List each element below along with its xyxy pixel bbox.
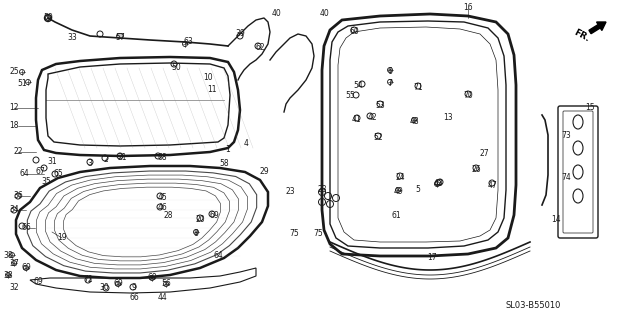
Text: 12: 12 xyxy=(9,103,19,113)
Text: 30: 30 xyxy=(99,284,109,292)
Text: 66: 66 xyxy=(21,223,31,233)
Ellipse shape xyxy=(116,34,124,38)
Text: 52: 52 xyxy=(373,133,383,142)
Text: 72: 72 xyxy=(83,276,93,284)
Text: 29: 29 xyxy=(259,167,269,177)
Text: 65: 65 xyxy=(53,170,63,179)
Text: 33: 33 xyxy=(67,34,77,43)
Text: 69: 69 xyxy=(147,274,157,283)
Text: 35: 35 xyxy=(41,178,51,187)
Text: 43: 43 xyxy=(433,180,443,188)
Text: 64: 64 xyxy=(213,252,223,260)
Text: 19: 19 xyxy=(57,234,67,243)
Text: 17: 17 xyxy=(427,253,437,262)
Text: 45: 45 xyxy=(157,194,167,203)
Text: FR.: FR. xyxy=(573,28,591,44)
Text: 53: 53 xyxy=(375,101,385,110)
Text: 8: 8 xyxy=(194,229,198,238)
Text: 39: 39 xyxy=(235,29,245,38)
Text: 60: 60 xyxy=(349,28,359,36)
Text: 4: 4 xyxy=(244,140,248,148)
Text: 11: 11 xyxy=(207,85,217,94)
Text: 7: 7 xyxy=(388,79,392,89)
Text: 49: 49 xyxy=(393,188,403,196)
Text: 34: 34 xyxy=(9,205,19,214)
FancyArrow shape xyxy=(589,22,606,34)
Text: 70: 70 xyxy=(463,92,473,100)
Text: 27: 27 xyxy=(479,149,489,158)
Text: 15: 15 xyxy=(585,103,595,113)
Text: 51: 51 xyxy=(17,79,27,89)
Text: 26: 26 xyxy=(471,165,481,174)
Text: 50: 50 xyxy=(171,63,181,73)
Text: 37: 37 xyxy=(9,260,19,268)
Text: 25: 25 xyxy=(9,68,19,76)
Text: 69: 69 xyxy=(113,279,123,289)
Text: 55: 55 xyxy=(345,92,355,100)
Text: 13: 13 xyxy=(443,114,453,123)
Text: 20: 20 xyxy=(195,215,205,225)
Text: SL03-B55010: SL03-B55010 xyxy=(506,301,561,310)
Text: 56: 56 xyxy=(161,279,171,289)
Text: 9: 9 xyxy=(132,284,136,292)
Text: 75: 75 xyxy=(313,229,323,238)
Text: 32: 32 xyxy=(9,284,19,292)
Text: 40: 40 xyxy=(271,10,281,19)
Text: 22: 22 xyxy=(13,148,23,156)
Text: 48: 48 xyxy=(409,117,419,126)
Text: 18: 18 xyxy=(9,122,19,131)
Text: 42: 42 xyxy=(367,114,377,123)
Text: 41: 41 xyxy=(351,116,361,124)
Text: 14: 14 xyxy=(551,215,561,225)
Text: 69: 69 xyxy=(209,212,219,220)
Text: 38: 38 xyxy=(3,252,13,260)
Text: 40: 40 xyxy=(319,10,329,19)
Text: 44: 44 xyxy=(157,293,167,302)
Text: 66: 66 xyxy=(129,293,139,302)
Text: 73: 73 xyxy=(561,132,571,140)
Text: 5: 5 xyxy=(415,186,420,195)
Text: 24: 24 xyxy=(395,173,405,182)
Text: 61: 61 xyxy=(391,212,401,220)
Text: 1: 1 xyxy=(226,146,230,155)
Text: 6: 6 xyxy=(388,68,392,76)
Text: 23: 23 xyxy=(317,186,327,195)
Text: 71: 71 xyxy=(413,84,423,92)
Text: 57: 57 xyxy=(115,34,125,43)
Text: 54: 54 xyxy=(353,82,363,91)
Text: 59: 59 xyxy=(43,13,53,22)
Text: 23: 23 xyxy=(285,188,295,196)
Text: 47: 47 xyxy=(487,181,497,190)
Text: 63: 63 xyxy=(183,37,193,46)
Text: 21: 21 xyxy=(117,154,127,163)
Text: 69: 69 xyxy=(33,277,43,286)
Text: 58: 58 xyxy=(219,159,229,169)
Text: 3: 3 xyxy=(88,159,92,169)
Text: 31: 31 xyxy=(47,157,57,166)
Text: 74: 74 xyxy=(561,173,571,182)
Text: 62: 62 xyxy=(255,44,265,52)
Text: 28: 28 xyxy=(163,212,173,220)
Text: 68: 68 xyxy=(157,154,167,163)
Text: 36: 36 xyxy=(13,191,23,201)
Text: 67: 67 xyxy=(35,167,45,177)
Text: 16: 16 xyxy=(463,4,473,12)
Text: 46: 46 xyxy=(157,204,167,212)
Text: 2: 2 xyxy=(104,156,108,164)
Text: 10: 10 xyxy=(203,74,213,83)
Text: 64: 64 xyxy=(19,170,29,179)
Text: 38: 38 xyxy=(3,271,13,281)
Text: 75: 75 xyxy=(289,229,299,238)
Text: 69: 69 xyxy=(21,263,31,273)
